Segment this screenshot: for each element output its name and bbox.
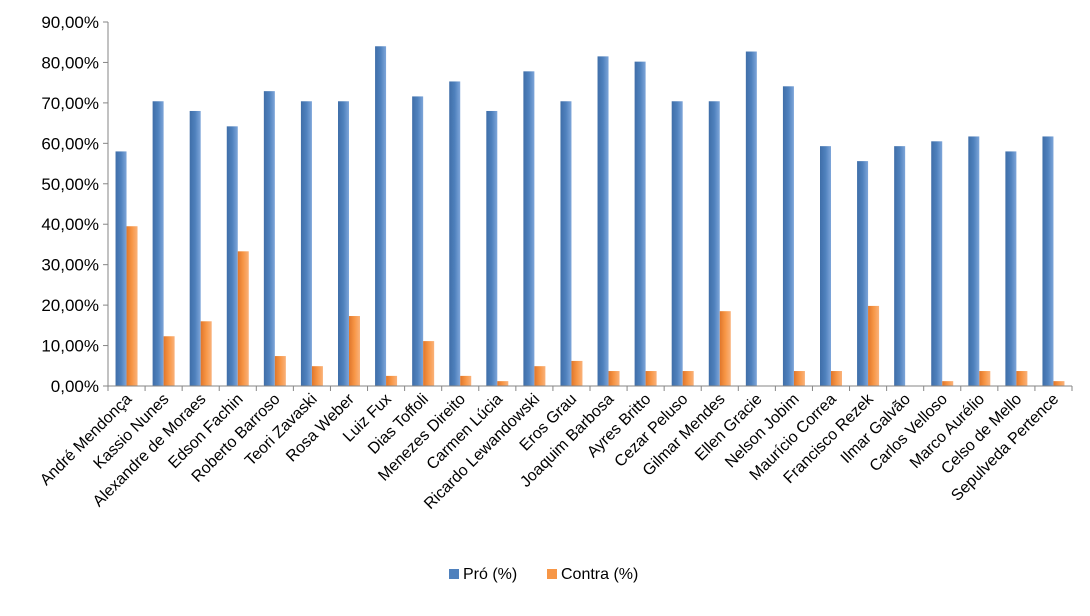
bar-contra	[274, 356, 286, 386]
y-tick-label: 10,00%	[41, 337, 99, 356]
bar-pro	[523, 71, 535, 386]
bar-contra	[1016, 371, 1028, 386]
bar-pro	[708, 101, 720, 386]
legend-label: Contra (%)	[561, 566, 638, 583]
bar-contra	[423, 341, 435, 386]
legend: Pró (%) Contra (%)	[449, 566, 638, 583]
bar-contra	[719, 311, 731, 386]
y-tick-label: 20,00%	[41, 296, 99, 315]
bar-contra	[979, 371, 991, 386]
bar-pro	[486, 110, 498, 386]
bar-pro	[1042, 136, 1054, 386]
legend-swatch	[547, 569, 557, 579]
bar-pro	[449, 81, 461, 386]
bar-pro	[226, 126, 238, 386]
bar-pro	[782, 86, 794, 386]
y-axis: 0,00% 10,00% 20,00% 30,00% 40,00% 50,00% 60,00…	[41, 13, 109, 396]
bar-pro	[745, 51, 757, 386]
bar-contra	[868, 305, 880, 386]
y-tick-label: 80,00%	[41, 53, 99, 72]
bar-contra	[200, 321, 212, 386]
bar-pro	[931, 141, 943, 386]
bar-contra	[237, 251, 249, 386]
bar-pro	[894, 146, 906, 386]
legend-item-pro: Pró (%)	[449, 566, 517, 583]
bar-pro	[1005, 151, 1017, 386]
y-tick-label: 90,00%	[41, 13, 99, 32]
bar-pro	[597, 56, 609, 386]
bar-contra	[1053, 381, 1065, 386]
bar-pro	[263, 91, 275, 386]
bar-contra	[645, 371, 657, 386]
bar-contra	[831, 371, 842, 386]
bar-contra	[126, 226, 138, 386]
bar-contra	[793, 371, 805, 386]
y-tick-label: 50,00%	[41, 175, 99, 194]
bar-pro	[412, 96, 424, 386]
bar-contra	[534, 366, 546, 386]
bar-contra	[386, 375, 398, 386]
bar-contra	[311, 366, 323, 386]
bar-pro	[634, 61, 646, 386]
bar-contra	[942, 381, 954, 386]
bar-contra	[349, 316, 360, 386]
bar-pro	[968, 136, 980, 386]
bar-pro	[189, 110, 201, 386]
bar-contra	[163, 336, 175, 386]
bar-pro	[671, 101, 683, 386]
bar-pro	[820, 146, 831, 386]
bar-pro	[560, 101, 572, 386]
bar-pro	[375, 46, 387, 387]
bar-contra	[571, 360, 583, 386]
bar-contra	[608, 371, 620, 386]
bars	[115, 46, 1065, 387]
y-tick-label: 30,00%	[41, 256, 99, 275]
bar-pro	[857, 161, 869, 386]
y-tick-label: 40,00%	[41, 215, 99, 234]
bar-contra	[460, 375, 472, 386]
bar-pro	[152, 101, 164, 386]
bar-pro	[115, 151, 127, 386]
legend-swatch	[449, 569, 459, 579]
legend-item-contra: Contra (%)	[547, 566, 638, 583]
bar-contra	[497, 381, 509, 386]
y-tick-label: 70,00%	[41, 94, 99, 113]
legend-label: Pró (%)	[463, 566, 517, 583]
bar-pro	[338, 101, 349, 386]
bar-pro	[300, 101, 312, 386]
y-tick-label: 0,00%	[51, 377, 99, 396]
y-tick-label: 60,00%	[41, 134, 99, 153]
bar-contra	[682, 371, 694, 386]
